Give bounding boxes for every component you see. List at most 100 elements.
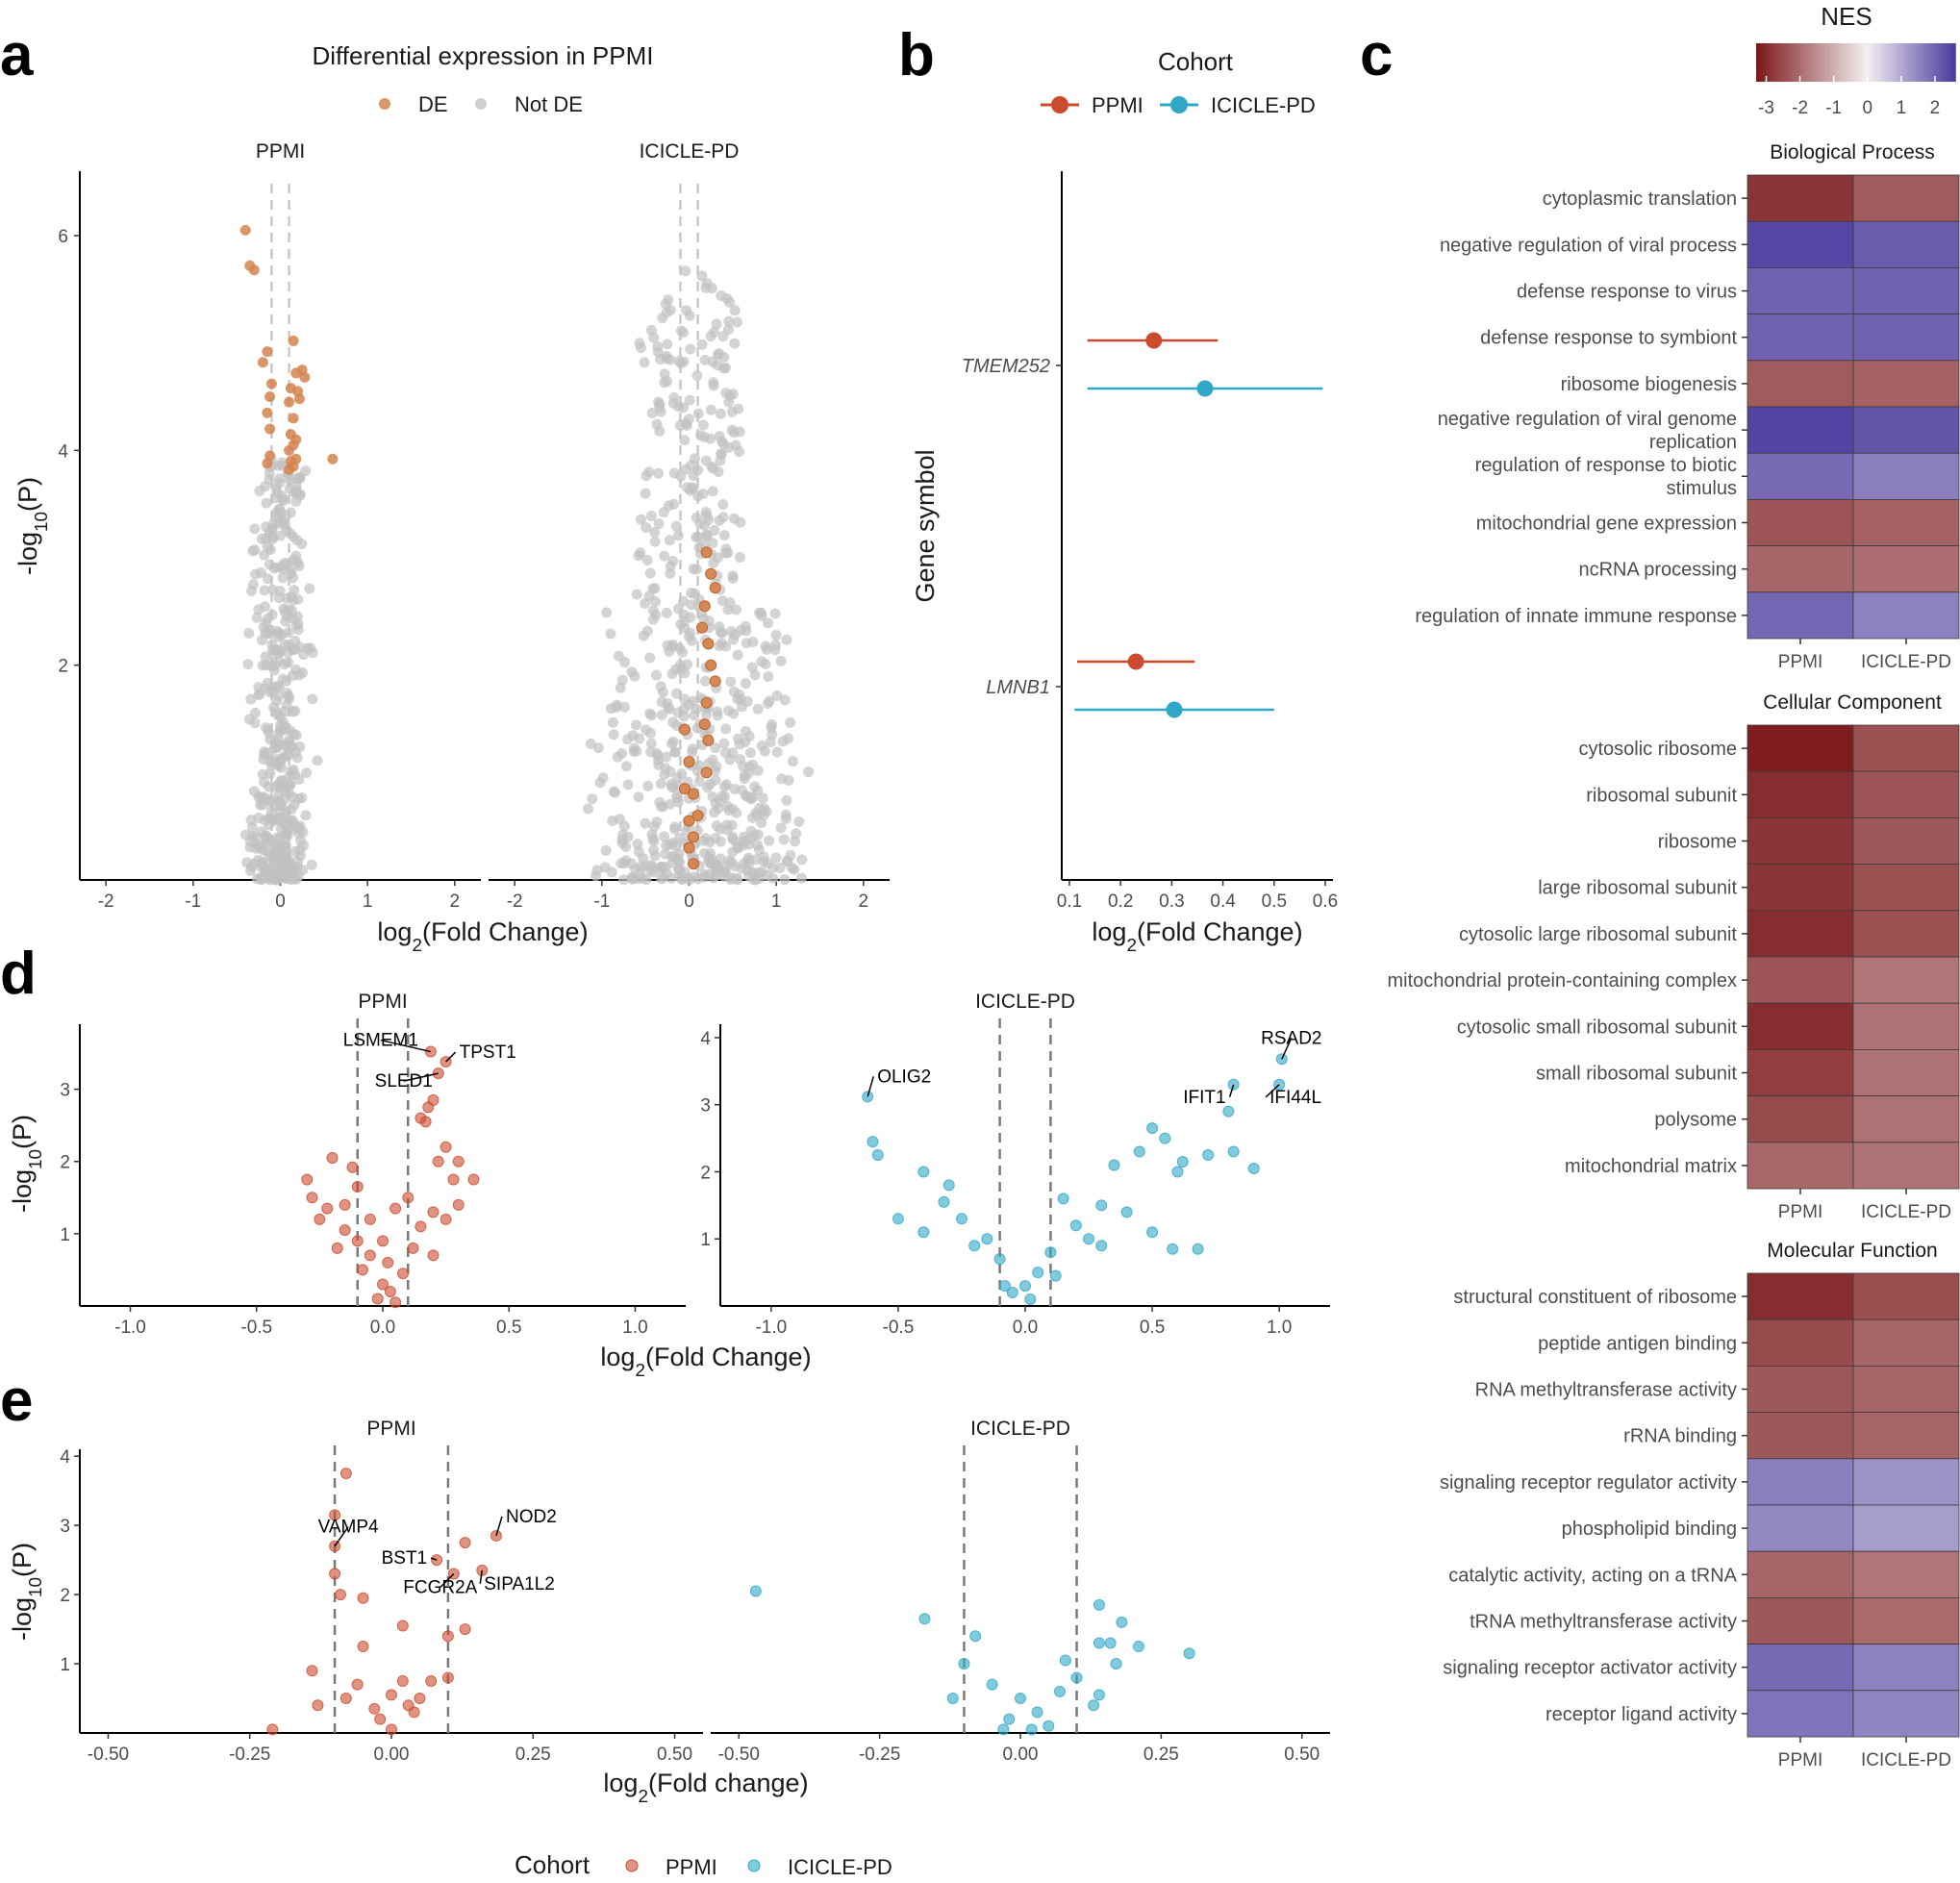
y-tick-label: 2 — [700, 1163, 711, 1183]
gene-set-label: catalytic activity, acting on a tRNA — [1448, 1565, 1737, 1586]
point-not-de — [712, 552, 723, 564]
heatmap-cell — [1852, 1597, 1960, 1645]
point-not-de — [752, 785, 764, 796]
point-not-de — [661, 307, 672, 318]
point-not-de — [676, 874, 688, 886]
data-point — [339, 1693, 352, 1705]
point-de — [691, 810, 704, 821]
x-axis-title: log2(Fold Change) — [377, 917, 588, 956]
heatmap-cell — [1852, 1366, 1960, 1414]
data-point — [1093, 1598, 1105, 1611]
data-point — [1031, 1706, 1043, 1719]
point-not-de — [700, 833, 712, 844]
point-not-de — [764, 835, 775, 846]
panel-d-facet-icicle-pd: ICICLE-PD 1 2 3 4 -1.0 -0.5 0.0 0.5 1.0 OLIG2 RSAD2… — [700, 991, 1330, 1338]
gene-set-label: tRNA methyltransferase activity — [1470, 1612, 1737, 1633]
colorbar-segment — [1882, 43, 1887, 82]
point-not-de — [647, 833, 659, 844]
point-not-de — [630, 719, 641, 731]
point-not-de — [297, 666, 309, 678]
data-point — [339, 1468, 352, 1480]
heatmap-cell — [1746, 1458, 1854, 1506]
point-not-de — [622, 831, 634, 842]
point-not-de — [660, 763, 671, 774]
point-not-de — [699, 675, 711, 687]
x-tick-label: 0.6 — [1313, 891, 1338, 912]
point-not-de — [666, 872, 677, 884]
data-point — [459, 1623, 471, 1636]
data-point — [1247, 1162, 1260, 1174]
column-label: ICICLE-PD — [1861, 1750, 1951, 1770]
heatmap-cell — [1746, 864, 1854, 912]
point-not-de — [740, 678, 751, 690]
point-not-de — [705, 404, 716, 415]
y-axis-title: -log10(P) — [13, 477, 52, 575]
heatmap-cell — [1852, 770, 1960, 818]
x-tick-label: -2 — [98, 891, 114, 912]
point-not-de — [725, 676, 737, 688]
point-not-de — [734, 739, 745, 750]
point-not-de — [666, 641, 678, 653]
point-not-de — [254, 485, 265, 496]
point-not-de — [671, 791, 683, 802]
data-point — [339, 1224, 351, 1237]
heatmap-cell — [1852, 910, 1960, 958]
data-point — [1053, 1685, 1066, 1697]
data-point — [334, 1589, 346, 1601]
colorbar-segment — [1869, 43, 1873, 82]
data-point — [321, 1202, 334, 1215]
colorbar-segment — [1928, 43, 1933, 82]
point-not-de — [618, 701, 630, 713]
point-de — [678, 783, 691, 795]
data-point — [1104, 1637, 1117, 1649]
heatmap-cell — [1852, 1690, 1960, 1738]
point-not-de — [663, 294, 674, 306]
heatmap-cell — [1852, 1644, 1960, 1692]
heatmap-cell — [1852, 817, 1960, 866]
point-not-de — [283, 627, 294, 639]
point-not-de — [653, 396, 665, 408]
heatmap-cell — [1746, 1412, 1854, 1460]
gene-label-sled1: SLED1 — [375, 1071, 433, 1092]
colorbar-segment — [1848, 43, 1853, 82]
heatmap-cell — [1746, 1002, 1854, 1050]
point-not-de — [747, 759, 759, 770]
data-point — [871, 1149, 884, 1162]
point-not-de — [705, 433, 716, 444]
point-not-de — [275, 719, 287, 731]
label-leader — [380, 1039, 432, 1053]
label-leader — [445, 1051, 457, 1063]
y-axis-title: Gene symbol — [911, 449, 940, 602]
data-point — [357, 1641, 369, 1653]
point-de — [265, 378, 277, 389]
point-not-de — [615, 682, 626, 693]
point-not-de — [668, 498, 680, 510]
point-not-de — [721, 292, 733, 304]
data-point — [351, 1235, 364, 1247]
point-not-de — [649, 526, 661, 538]
point-not-de — [669, 746, 681, 758]
point-not-de — [679, 435, 691, 446]
heatmap-cell — [1746, 1318, 1854, 1367]
point-not-de — [652, 346, 664, 358]
point-not-de — [692, 408, 704, 419]
point-not-de — [670, 520, 682, 532]
point-not-de — [665, 354, 676, 365]
data-point — [419, 1116, 432, 1128]
y-tick-label: 3 — [60, 1517, 70, 1537]
panel-b: b Cohort PPMI ICICLE-PD 0.1 0.2 0.3 0.4 0.5 0.6 TM… — [898, 22, 1338, 956]
point-de — [262, 458, 273, 469]
x-tick-label: 2 — [859, 891, 869, 912]
colorbar-segment — [1825, 43, 1830, 82]
point-not-de — [276, 775, 288, 787]
point-not-de — [246, 821, 258, 833]
point-not-de — [659, 831, 670, 842]
point-not-de — [734, 446, 745, 458]
point-not-de — [633, 791, 644, 803]
point-not-de — [712, 360, 723, 371]
data-point — [1095, 1240, 1108, 1252]
panel-letter-e: e — [0, 1368, 33, 1434]
data-point — [427, 1249, 440, 1262]
legend-label-icicle-pd: ICICLE-PD — [1211, 93, 1316, 117]
point-not-de — [266, 609, 278, 620]
